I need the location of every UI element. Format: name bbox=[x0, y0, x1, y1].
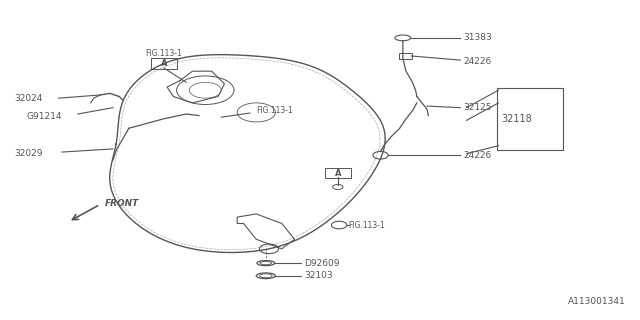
Text: 24226: 24226 bbox=[463, 57, 492, 66]
FancyBboxPatch shape bbox=[151, 59, 177, 69]
Text: FIG.113-1: FIG.113-1 bbox=[256, 106, 293, 115]
Text: 32029: 32029 bbox=[14, 149, 43, 158]
Text: FRONT: FRONT bbox=[104, 199, 139, 208]
Text: 24226: 24226 bbox=[463, 151, 492, 160]
FancyBboxPatch shape bbox=[497, 88, 563, 149]
Text: 32103: 32103 bbox=[304, 271, 333, 280]
Text: 32125: 32125 bbox=[463, 103, 492, 112]
Text: A: A bbox=[335, 169, 341, 178]
Text: A113001341: A113001341 bbox=[568, 297, 626, 306]
FancyBboxPatch shape bbox=[399, 53, 412, 59]
FancyBboxPatch shape bbox=[325, 168, 351, 178]
Text: A: A bbox=[161, 59, 167, 68]
Text: D92609: D92609 bbox=[304, 259, 340, 268]
Text: 31383: 31383 bbox=[463, 33, 492, 42]
Text: 32118: 32118 bbox=[502, 114, 532, 124]
Text: 32024: 32024 bbox=[14, 94, 42, 103]
Text: FIG.113-1: FIG.113-1 bbox=[145, 49, 182, 58]
Text: FIG.113-1: FIG.113-1 bbox=[349, 220, 385, 229]
Text: G91214: G91214 bbox=[27, 112, 62, 121]
